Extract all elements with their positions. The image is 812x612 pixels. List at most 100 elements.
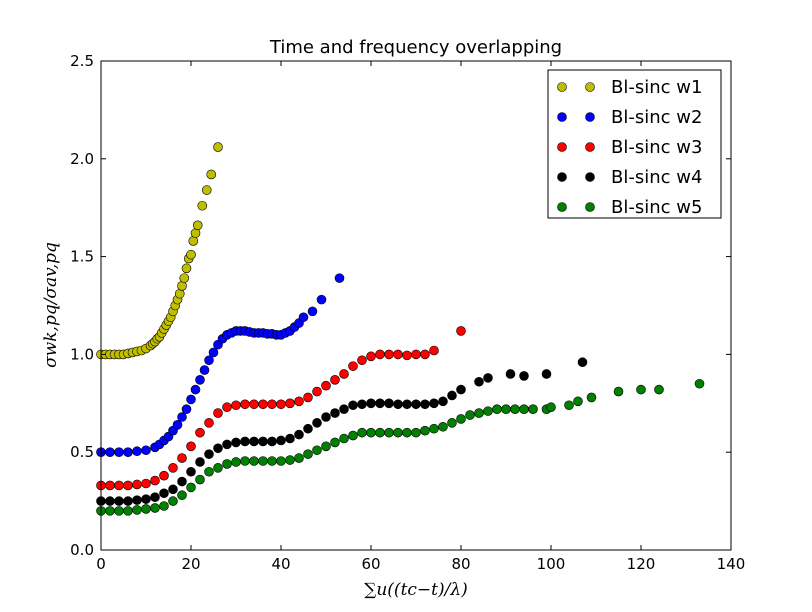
data-point: [222, 459, 232, 469]
data-point: [321, 412, 331, 422]
legend-marker: [585, 202, 595, 212]
data-point: [114, 480, 124, 491]
data-point: [330, 437, 340, 448]
data-point: [438, 421, 448, 432]
data-point: [348, 361, 358, 371]
axis-ticks: 0 20 40 60 80 100 120 140 0.0 0.5 1.0 1.5 2.0 2.5: [70, 52, 745, 573]
data-point: [483, 406, 493, 416]
x-tick-label: 20: [181, 555, 200, 573]
data-point: [123, 480, 133, 491]
data-point: [483, 373, 493, 383]
legend-item: Bl-sinc w3: [557, 137, 702, 158]
data-point: [303, 423, 313, 434]
y-tick-label: 2.0: [70, 150, 94, 168]
legend-label: Bl-sinc w4: [611, 167, 702, 188]
data-point: [411, 427, 421, 438]
data-point: [123, 496, 133, 506]
data-point: [159, 470, 169, 481]
data-point: [105, 506, 115, 516]
data-point: [105, 496, 115, 506]
data-point: [206, 169, 217, 180]
data-point: [636, 384, 646, 395]
series-1: [96, 142, 223, 360]
data-point: [303, 392, 313, 403]
data-point: [519, 404, 529, 414]
data-point: [402, 427, 412, 438]
legend-marker: [585, 82, 595, 92]
data-point: [181, 404, 192, 414]
legend-marker: [557, 142, 567, 152]
legend-label: Bl-sinc w5: [611, 197, 702, 218]
data-point: [249, 436, 259, 447]
y-tick-label: 0.0: [70, 541, 94, 559]
data-point: [438, 396, 448, 407]
data-point: [114, 447, 124, 458]
data-point: [105, 447, 115, 458]
data-point: [177, 412, 187, 422]
x-tick-label: 120: [627, 555, 656, 573]
data-point: [249, 456, 259, 466]
chart-title: Time and frequency overlapping: [269, 37, 562, 58]
data-point: [240, 436, 250, 447]
data-point: [267, 456, 277, 466]
data-point: [231, 437, 241, 448]
data-point: [197, 200, 208, 211]
series-2: [96, 273, 345, 458]
data-point: [204, 466, 214, 477]
data-point: [546, 402, 556, 413]
data-point: [276, 399, 286, 410]
data-point: [132, 505, 142, 515]
x-tick-label: 60: [361, 555, 380, 573]
data-point: [307, 306, 318, 317]
data-point: [334, 273, 345, 283]
data-point: [141, 504, 151, 514]
data-point: [276, 435, 286, 446]
data-point: [150, 475, 160, 486]
data-point: [505, 369, 516, 379]
legend-label: Bl-sinc w1: [611, 77, 702, 98]
data-point: [366, 427, 376, 438]
data-point: [366, 351, 376, 362]
data-point: [348, 400, 358, 411]
data-point: [190, 384, 201, 395]
legend-label: Bl-sinc w3: [611, 137, 702, 158]
data-point: [231, 400, 241, 411]
data-point: [168, 484, 178, 495]
x-tick-label: 100: [537, 555, 566, 573]
data-point: [375, 398, 385, 409]
data-point: [159, 488, 169, 499]
data-point: [420, 349, 430, 360]
y-tick-label: 0.5: [70, 443, 94, 461]
data-point: [276, 456, 286, 466]
data-point: [240, 399, 250, 410]
legend-marker: [585, 112, 595, 122]
data-point: [375, 349, 385, 360]
data-point: [294, 453, 304, 463]
y-axis-label: σwk,pq/σav,pq: [41, 242, 61, 368]
data-point: [321, 441, 331, 452]
data-point: [181, 263, 192, 274]
data-point: [201, 185, 212, 195]
data-point: [384, 427, 394, 438]
data-point: [285, 455, 295, 465]
data-point: [213, 463, 223, 473]
series-3: [96, 326, 466, 491]
data-point: [204, 449, 214, 459]
data-point: [613, 386, 624, 397]
data-point: [384, 398, 394, 409]
data-point: [586, 392, 597, 403]
y-tick-label: 1.5: [70, 248, 94, 266]
data-point: [141, 445, 151, 456]
data-point: [195, 375, 205, 385]
plot-area: [96, 142, 705, 516]
data-point: [429, 345, 439, 356]
legend-label: Bl-sinc w2: [611, 107, 702, 128]
data-point: [357, 355, 367, 366]
data-point: [316, 294, 327, 305]
legend-marker: [585, 172, 595, 182]
data-point: [303, 449, 313, 459]
data-point: [375, 427, 385, 438]
data-point: [285, 398, 295, 409]
